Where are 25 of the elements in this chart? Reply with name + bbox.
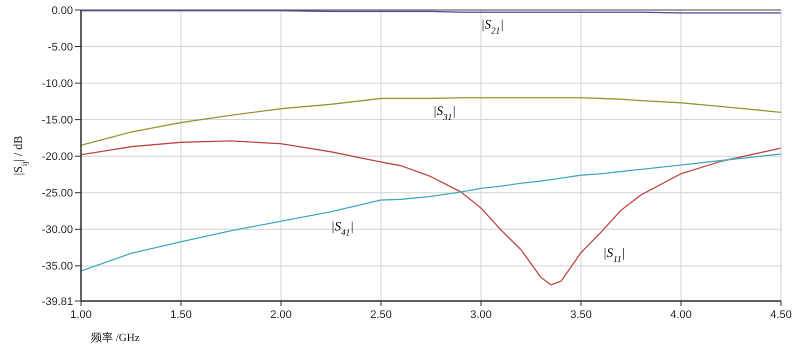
x-tick-label: 1.50 <box>170 309 192 321</box>
x-tick-label: 2.50 <box>370 309 392 321</box>
x-tick-label: 4.00 <box>670 309 692 321</box>
y-tick-label: -20.00 <box>42 151 73 164</box>
x-tick-label: 1.00 <box>70 309 92 321</box>
y-tick-label: -25.00 <box>42 188 73 200</box>
y-tick-label: -35.00 <box>42 260 73 273</box>
y-tick-label: -15.00 <box>42 114 73 126</box>
y-tick-label: -10.00 <box>42 78 73 90</box>
line-series <box>80 153 782 272</box>
y-tick-label: 0.00 <box>52 4 73 17</box>
x-tick-label: 4.50 <box>770 309 792 321</box>
series-label: |S$_{41}$| <box>331 218 354 238</box>
series-label: |S$_{21}$| <box>481 16 504 36</box>
line-series <box>80 97 782 146</box>
x-tick-label: 3.50 <box>570 309 592 321</box>
x-tick-label: 3.00 <box>470 309 492 321</box>
series-label: |S$_{11}$| <box>603 244 626 264</box>
series-label: |S$_{31}$| <box>433 103 456 122</box>
x-axis-title: 频率 /GHz <box>91 331 140 344</box>
line-series <box>80 140 782 286</box>
x-tick-label: 2.00 <box>270 309 292 321</box>
y-tick-label: -5.00 <box>48 41 73 54</box>
y-tick-label: -39.81 <box>42 296 73 308</box>
y-tick-label: -30.00 <box>42 224 73 236</box>
